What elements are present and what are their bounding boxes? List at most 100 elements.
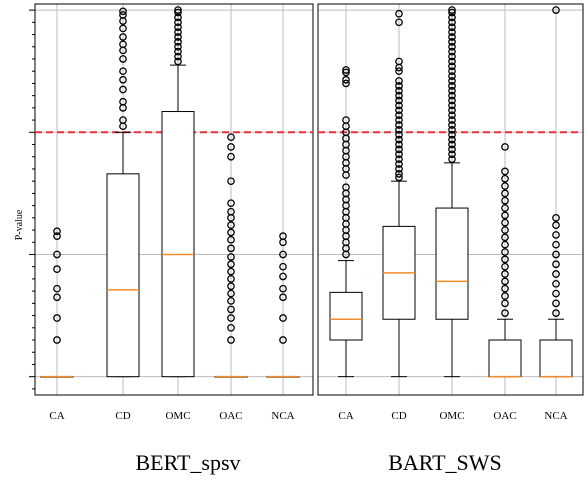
outlier-point xyxy=(227,297,235,305)
outlier-point xyxy=(227,282,235,291)
outlier-point xyxy=(448,33,456,41)
outlier-point xyxy=(227,235,235,244)
outlier-point xyxy=(448,101,456,110)
outlier-point xyxy=(119,7,127,16)
outlier-point xyxy=(395,140,403,149)
outlier-point xyxy=(448,82,456,90)
outlier-point xyxy=(395,130,403,139)
outlier-point xyxy=(395,126,403,134)
x-tick-label: NCA xyxy=(271,410,294,422)
outlier-point xyxy=(227,314,235,322)
outlier-point xyxy=(552,240,560,249)
chart-panels: CA CD OMC OAC NCA BERT_spsv CA CD OMC OAC NCA BART_… xyxy=(29,3,584,475)
box-iqr xyxy=(106,173,140,378)
outlier-point xyxy=(395,150,403,159)
outlier-point xyxy=(174,47,182,56)
outlier-point xyxy=(395,77,403,85)
x-tick-label: OMC xyxy=(165,410,190,422)
outlier-point xyxy=(448,23,456,32)
box-cd: CD xyxy=(106,7,140,422)
box-oac: OAC xyxy=(214,133,248,422)
outlier-point xyxy=(342,66,350,74)
outlier-point xyxy=(448,150,456,159)
outlier-point xyxy=(174,33,182,41)
outlier-point xyxy=(395,111,403,120)
outlier-point xyxy=(448,86,456,95)
outlier-point xyxy=(501,262,509,271)
outlier-point xyxy=(395,165,403,173)
x-tick-label: NCA xyxy=(544,410,567,422)
outlier-point xyxy=(279,293,287,302)
outlier-point xyxy=(552,279,560,288)
outlier-point xyxy=(501,309,509,317)
plot-frame xyxy=(34,3,314,396)
outlier-point xyxy=(174,18,182,27)
outlier-point xyxy=(501,189,509,198)
outlier-point xyxy=(53,227,61,236)
outlier-point xyxy=(119,11,127,19)
outlier-point xyxy=(448,135,456,144)
outlier-point xyxy=(448,67,456,76)
outlier-point xyxy=(119,33,127,41)
outlier-point xyxy=(501,218,509,227)
outlier-point xyxy=(395,9,403,18)
outlier-point xyxy=(53,284,61,293)
panel-title: BERT_spsv xyxy=(135,450,240,475)
outlier-point xyxy=(501,240,509,249)
x-tick-label: OMC xyxy=(439,410,464,422)
outlier-point xyxy=(174,38,182,46)
outlier-point xyxy=(227,253,235,261)
outlier-point xyxy=(395,145,403,154)
outlier-point xyxy=(448,62,456,71)
box-ca: CA xyxy=(329,66,363,422)
outlier-point xyxy=(227,260,235,269)
outlier-point xyxy=(501,143,509,151)
outlier-point xyxy=(448,121,456,129)
outlier-point xyxy=(448,106,456,115)
outlier-point xyxy=(53,336,61,344)
outlier-point xyxy=(448,126,456,134)
outlier-point xyxy=(501,299,509,308)
outlier-point xyxy=(395,121,403,129)
x-tick-label: OAC xyxy=(493,410,516,422)
box-iqr xyxy=(539,339,573,378)
outlier-point xyxy=(448,13,456,22)
outlier-point xyxy=(53,314,61,322)
outlier-point xyxy=(279,314,287,322)
outlier-point xyxy=(119,85,127,94)
outlier-point xyxy=(395,57,403,66)
x-tick-label: CD xyxy=(391,410,406,422)
box-iqr xyxy=(435,207,469,320)
outlier-point xyxy=(448,96,456,105)
outlier-point xyxy=(342,116,350,124)
outlier-point xyxy=(342,183,350,192)
x-tick-label: CD xyxy=(115,410,130,422)
outlier-point xyxy=(552,260,560,269)
outlier-point xyxy=(395,135,403,144)
outlier-point xyxy=(119,75,127,84)
outlier-point xyxy=(119,40,127,49)
panel-1: CA CD OMC OAC NCA BERT_spsv xyxy=(29,3,314,475)
outlier-point xyxy=(119,116,127,124)
outlier-point xyxy=(501,174,509,183)
outlier-point xyxy=(395,82,403,90)
outlier-point xyxy=(501,167,509,176)
outlier-point xyxy=(174,23,182,32)
box-iqr xyxy=(161,111,195,378)
outlier-point xyxy=(395,67,403,76)
outlier-point xyxy=(552,299,560,308)
outlier-point xyxy=(119,55,127,63)
outlier-point xyxy=(174,8,182,17)
outlier-point xyxy=(227,152,235,161)
outlier-point xyxy=(448,145,456,154)
outlier-point xyxy=(501,204,509,212)
outlier-point xyxy=(227,336,235,344)
outlier-point xyxy=(395,91,403,100)
outlier-point xyxy=(53,265,61,273)
outlier-point xyxy=(279,232,287,241)
outlier-point xyxy=(552,213,560,222)
outlier-point xyxy=(174,42,182,51)
outlier-point xyxy=(448,77,456,85)
outlier-point xyxy=(552,250,560,259)
